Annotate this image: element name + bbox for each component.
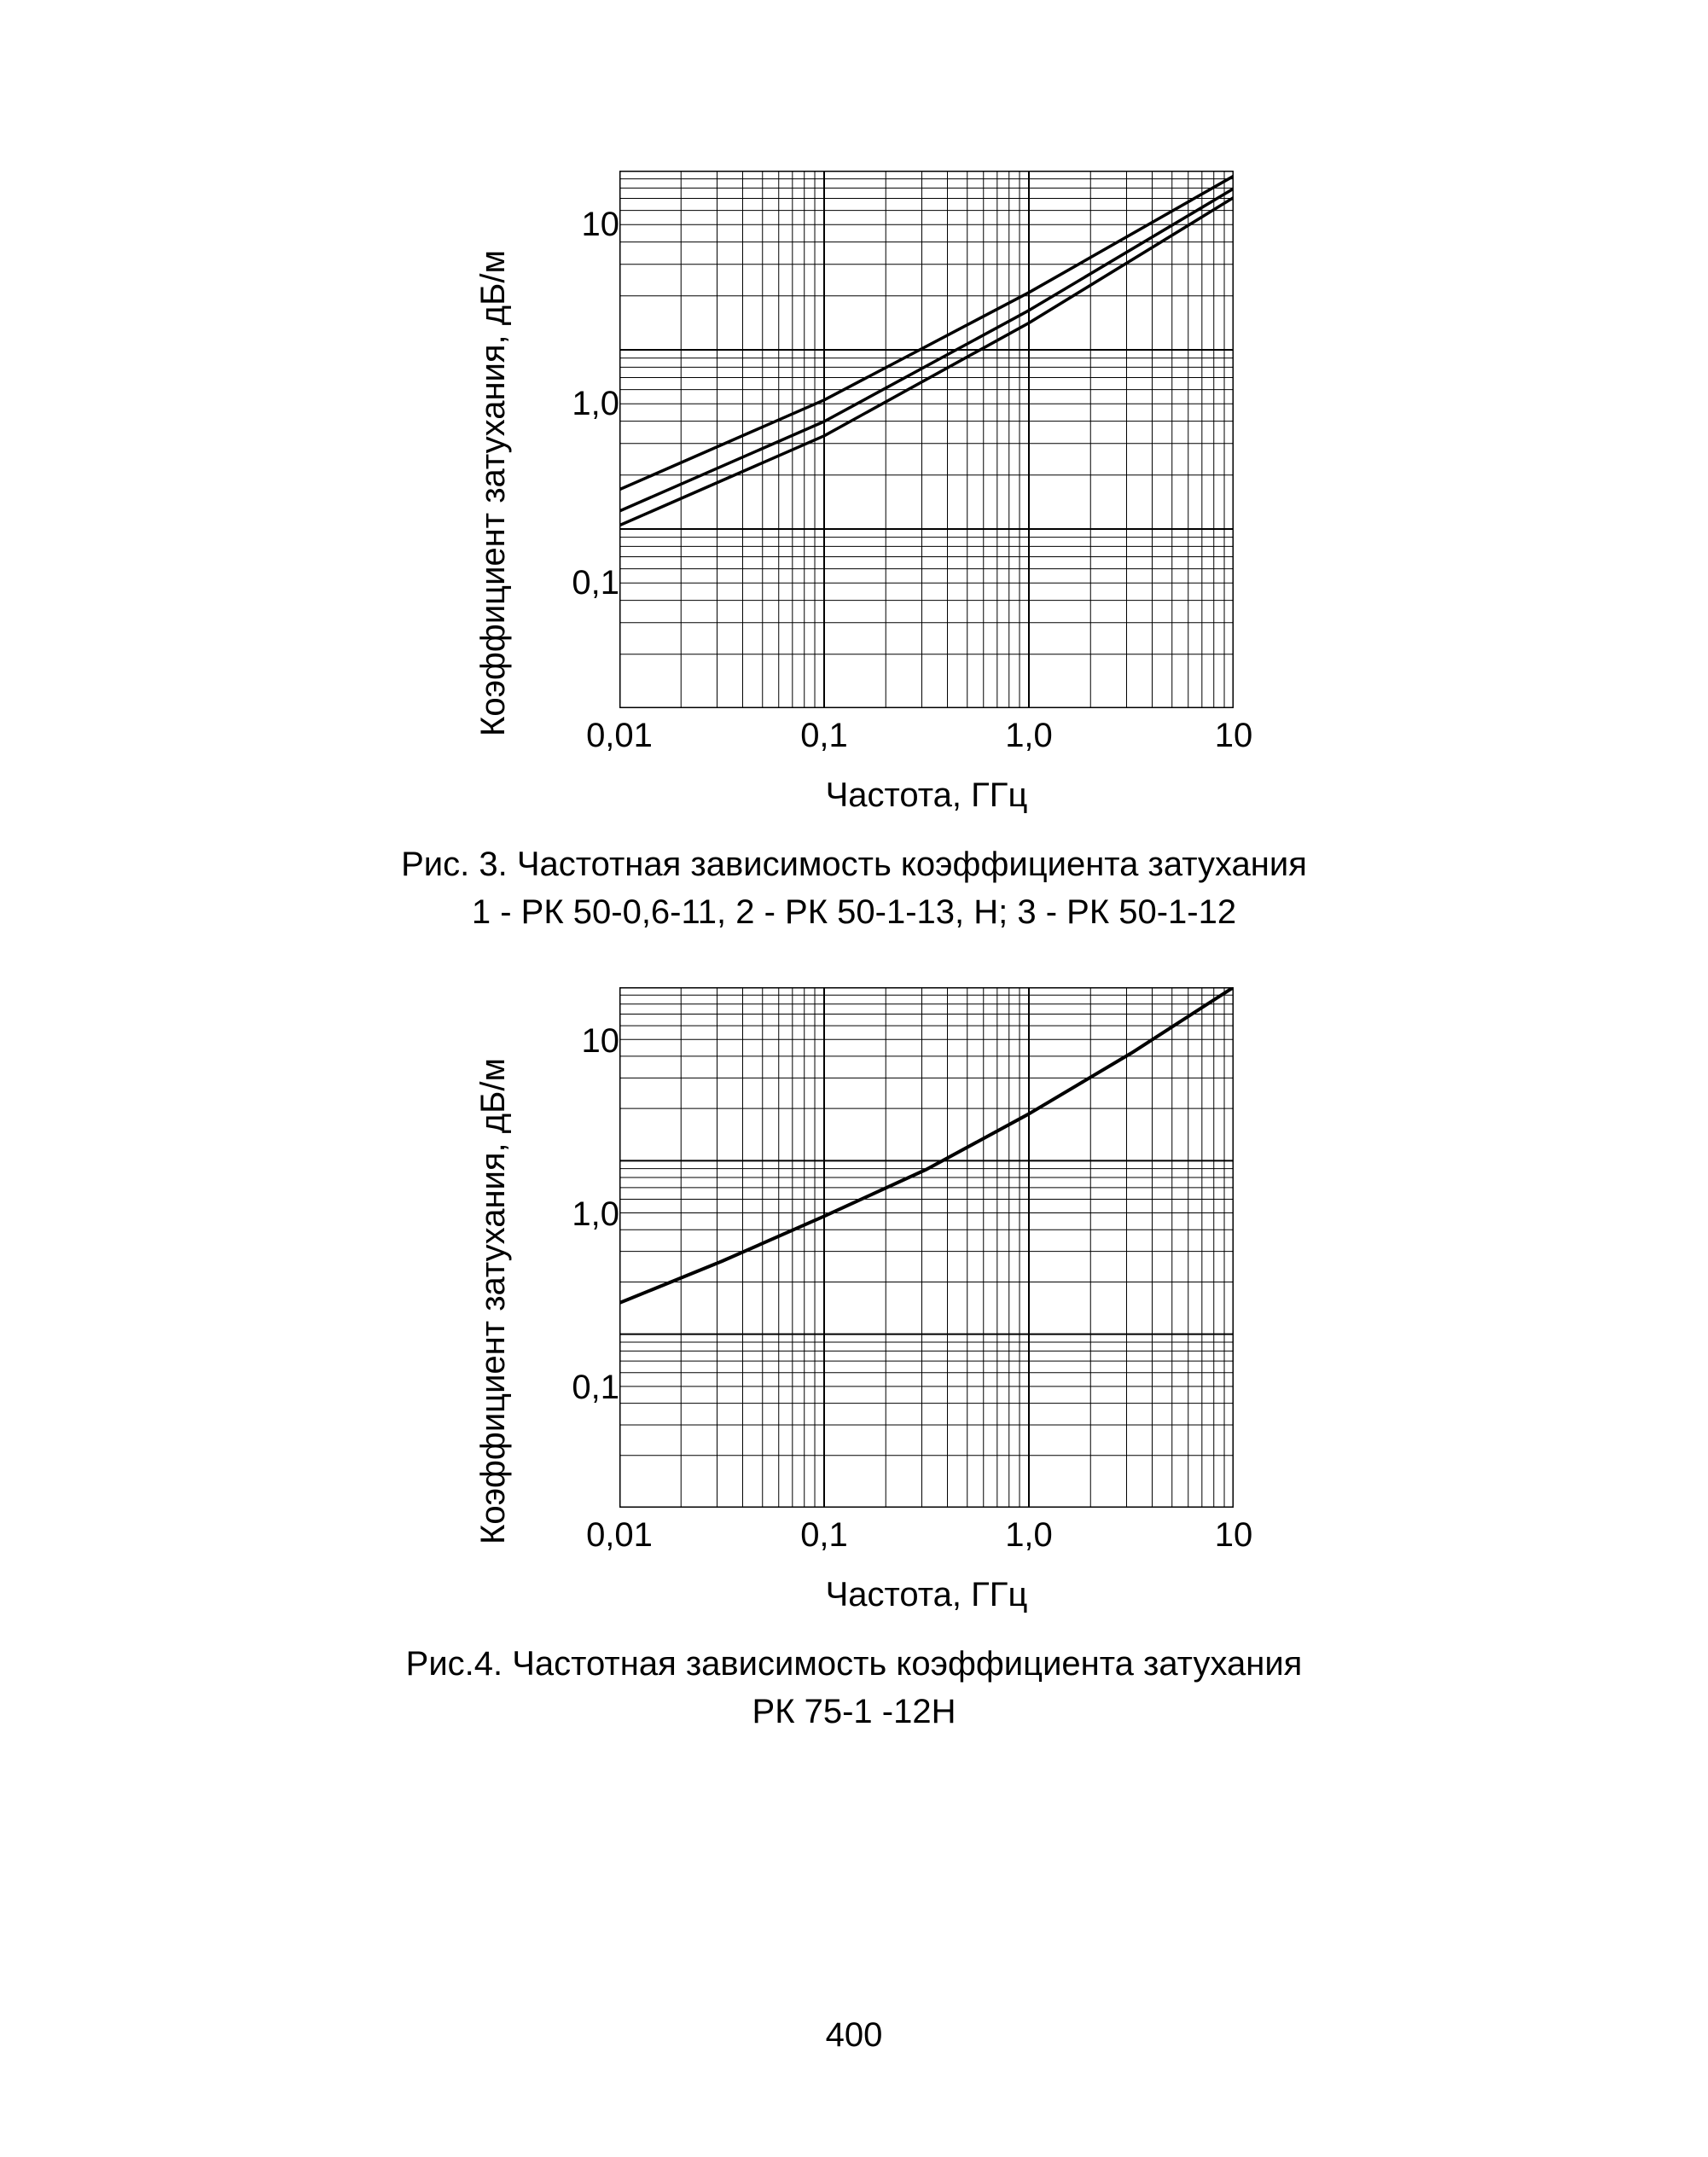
- xtick-label: 0,1: [790, 717, 858, 755]
- chart1-yticks: 101,00,1: [530, 224, 619, 762]
- chart2-plot: [619, 987, 1234, 1508]
- xtick-label: 1,0: [995, 717, 1063, 755]
- chart1-ylabel: Коэффициент затухания, дБ/м: [474, 250, 513, 736]
- ytick-label: 1,0: [572, 385, 619, 423]
- chart2-yticks: 101,00,1: [530, 1041, 619, 1561]
- xtick-label: 0,01: [585, 717, 654, 755]
- ytick-label: 1,0: [572, 1195, 619, 1234]
- ytick-label: 10: [582, 1022, 620, 1061]
- ytick-label: 0,1: [572, 1369, 619, 1407]
- caption-line-2: РК 75-1 -12Н: [406, 1688, 1303, 1735]
- figure-4: Коэффициент затухания, дБ/м 10 1,0 0,1 0,0…: [0, 987, 1708, 1735]
- page-number: 400: [0, 2016, 1708, 2055]
- figure-3-caption: Рис. 3. Частотная зависимость коэффициен…: [401, 840, 1307, 936]
- xtick-label: 0,1: [790, 1516, 858, 1555]
- figure-3: Коэффициент затухания, дБ/м 10 1,0 0,1 123…: [0, 171, 1708, 936]
- chart2-xticks: 0,010,11,010: [619, 1516, 1234, 1559]
- chart1-xticks: 0,010,11,010: [619, 717, 1234, 759]
- figure-4-caption: Рис.4. Частотная зависимость коэффициент…: [406, 1640, 1303, 1735]
- ytick-label: 10: [582, 206, 620, 244]
- caption-line-2: 1 - РК 50-0,6-11, 2 - РК 50-1-13, Н; 3 -…: [401, 888, 1307, 936]
- ytick-label: 0,1: [572, 564, 619, 602]
- chart1-plot: 123: [619, 171, 1234, 708]
- caption-line-1: Рис. 3. Частотная зависимость коэффициен…: [401, 840, 1307, 888]
- xtick-label: 0,01: [585, 1516, 654, 1555]
- xtick-label: 10: [1200, 717, 1268, 755]
- chart2-ylabel: Коэффициент затухания, дБ/м: [474, 1058, 513, 1544]
- caption-line-1: Рис.4. Частотная зависимость коэффициент…: [406, 1640, 1303, 1688]
- xtick-label: 10: [1200, 1516, 1268, 1555]
- xtick-label: 1,0: [995, 1516, 1063, 1555]
- chart2-xlabel: Частота, ГГц: [826, 1576, 1028, 1614]
- chart1-xlabel: Частота, ГГц: [826, 776, 1028, 815]
